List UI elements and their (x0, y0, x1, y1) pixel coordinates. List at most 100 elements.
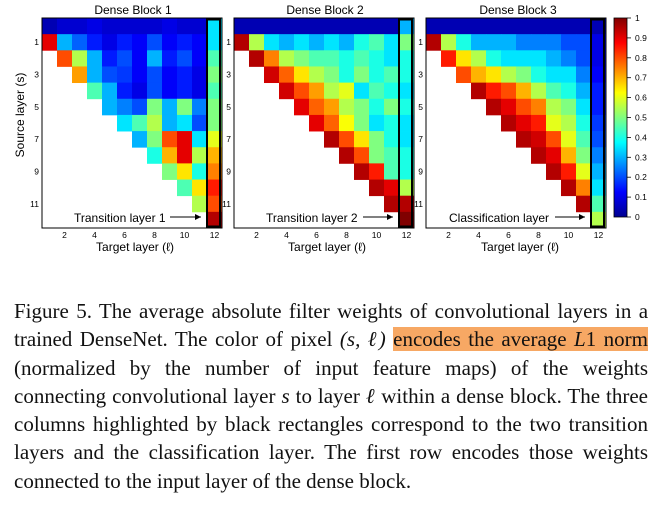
heatmap-cell (516, 98, 532, 116)
heatmap-cell (546, 34, 562, 51)
heatmap-cell (501, 50, 517, 67)
caption-label: Figure 5. (14, 299, 92, 323)
y-tick-label: 9 (418, 166, 423, 176)
heatmap-cell (192, 147, 208, 164)
heatmap-cell (399, 131, 415, 148)
heatmap-cell (441, 34, 457, 51)
colorbar-ticks: 0 0.1 0.2 0.3 0.4 0.5 0.6 0.7 0.8 0.9 1 (627, 13, 647, 222)
heatmap-cell (384, 131, 400, 148)
panel-title: Dense Block 3 (479, 3, 557, 17)
heatmap-cell (162, 131, 178, 148)
heatmap-cell (207, 50, 223, 67)
panel-dense-block-3: Dense Block 3 Classification layer 2 4 6 8 1… (414, 3, 607, 254)
y-tick-label: 9 (226, 166, 231, 176)
heatmap-cell (384, 50, 400, 67)
heatmap-cell (369, 50, 385, 67)
heatmap-cell (354, 66, 370, 84)
heatmap-cell (516, 131, 532, 148)
heatmap-cell (72, 50, 88, 67)
heatmap-cell (591, 179, 607, 197)
heatmap-cell (249, 34, 265, 51)
caption-highlight: encodes the av­erage L1 norm (393, 327, 649, 352)
heatmap-cell (384, 147, 400, 164)
colorbar-tick-label: 0 (635, 212, 640, 222)
heatmap-cell (531, 18, 547, 35)
heatmap-cell (279, 18, 295, 35)
x-tick-label: 8 (344, 230, 349, 240)
x-axis-label: Target layer (ℓ) (288, 240, 366, 254)
heatmap-cell (147, 34, 163, 51)
panel-frame (233, 17, 415, 229)
x-tick-label: 2 (446, 230, 451, 240)
x-tick-label: 6 (314, 230, 319, 240)
heatmap-cell (384, 114, 400, 132)
heatmap-cell (324, 34, 340, 51)
heatmap-cell (324, 50, 340, 67)
arrow-head (387, 214, 393, 220)
heatmap-cell (486, 34, 502, 51)
y-tick-label: 7 (34, 134, 39, 144)
heatmap-cell (309, 34, 325, 51)
heatmap-cell (369, 163, 385, 180)
heatmap-cell (192, 131, 208, 148)
heatmap-cell (576, 66, 592, 84)
heatmap-cell (294, 18, 310, 35)
highlight-column-rect (590, 18, 605, 228)
heatmap-cell (192, 195, 208, 213)
heatmap-cell (501, 18, 517, 35)
heatmap-cell (561, 18, 577, 35)
panel-dense-block-1: Dense Block 1 Transition layer 1 2 4 6 8 10 1… (30, 3, 223, 254)
panel-dense-block-2: Dense Block 2 Transition layer 2 2 4 6 8 10 1… (222, 3, 415, 254)
heatmap-cell (324, 98, 340, 116)
heatmap-cell (309, 50, 325, 67)
heatmap-cell (87, 34, 103, 51)
heatmap-cell (162, 34, 178, 51)
heatmap-cell (177, 66, 193, 84)
heatmap-cell (576, 114, 592, 132)
heatmap-cell (279, 82, 295, 100)
caption-math: s (281, 383, 290, 408)
heatmap-cell (576, 34, 592, 51)
heatmap-cell (591, 163, 607, 180)
heatmap-cell (132, 131, 148, 148)
heatmap-cell (369, 131, 385, 148)
heatmap-cell (531, 50, 547, 67)
heatmap-cell (294, 66, 310, 84)
y-tick-label: 7 (418, 134, 423, 144)
heatmap-cell (531, 66, 547, 84)
heatmap-cell (399, 18, 415, 35)
y-tick-label: 3 (226, 70, 231, 80)
heatmap-cell (339, 147, 355, 164)
heatmap-cell (576, 179, 592, 197)
heatmap-cell (369, 179, 385, 197)
heatmap-cell (177, 82, 193, 100)
heatmap-cells (234, 18, 415, 229)
heatmap-cell (456, 34, 472, 51)
heatmap-cell (147, 114, 163, 132)
heatmap-cell (132, 66, 148, 84)
heatmap-cell (546, 82, 562, 100)
heatmap-cell (309, 98, 325, 116)
y-tick-label: 11 (222, 199, 231, 209)
heatmap-cell (162, 18, 178, 35)
heatmap-cell (309, 66, 325, 84)
heatmap-cell (162, 147, 178, 164)
heatmap-cell (72, 18, 88, 35)
heatmap-cell (279, 34, 295, 51)
annotation-label: Transition layer 1 (74, 211, 166, 225)
heatmap-cell (576, 18, 592, 35)
heatmap-cell (117, 18, 133, 35)
caption-highlight-text: encodes the av­erage (393, 327, 575, 352)
heatmap-cell (441, 18, 457, 35)
y-tick-label: 3 (418, 70, 423, 80)
heatmap-cell (369, 114, 385, 132)
heatmap-cell (591, 66, 607, 84)
heatmap-cell (531, 114, 547, 132)
x-tick-label: 10 (564, 230, 574, 240)
heatmap-cell (561, 66, 577, 84)
heatmap-cell (102, 66, 118, 84)
heatmap-cell (324, 114, 340, 132)
colorbar-tick-label: 0.2 (635, 172, 647, 182)
colorbar: 0 0.1 0.2 0.3 0.4 0.5 0.6 0.7 0.8 0.9 1 (613, 13, 647, 222)
heatmap-cell (234, 34, 250, 51)
